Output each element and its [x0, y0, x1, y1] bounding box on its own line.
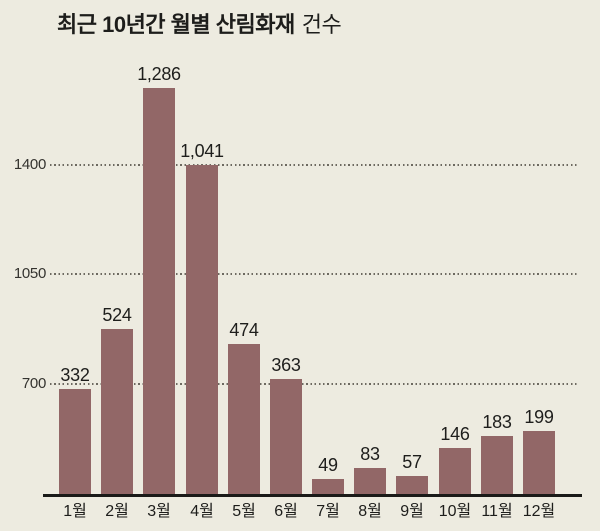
bar-value-label: 146 — [440, 424, 470, 444]
bar-value-label: 57 — [402, 452, 422, 472]
y-gridline — [50, 273, 578, 275]
bar — [354, 468, 386, 494]
x-axis-tick-label: 4월 — [190, 503, 214, 520]
bar-value-label: 183 — [482, 412, 512, 432]
bar — [523, 431, 555, 494]
x-axis-tick-label: 10월 — [438, 503, 472, 520]
bar-value-label: 1,286 — [137, 64, 181, 84]
bar-value-label: 199 — [524, 407, 554, 427]
bar — [59, 389, 91, 494]
bar-value-label: 1,041 — [180, 141, 224, 161]
y-axis-tick-label: 1400 — [13, 156, 46, 173]
bar-value-label: 332 — [60, 365, 90, 385]
bar — [186, 165, 218, 494]
x-axis-tick-label: 3월 — [147, 503, 171, 520]
x-axis-tick-label: 7월 — [316, 503, 340, 520]
x-axis-line — [43, 494, 582, 497]
chart-title-suffix: 건수 — [301, 12, 342, 37]
bar-value-label: 474 — [229, 320, 259, 340]
x-axis-tick-label: 8월 — [358, 503, 382, 520]
y-gridline — [50, 383, 578, 385]
y-gridline — [50, 164, 578, 166]
bar-value-label: 524 — [102, 305, 132, 325]
x-axis-tick-label: 6월 — [274, 503, 298, 520]
bar — [228, 344, 260, 494]
bar-value-label: 363 — [271, 355, 301, 375]
x-axis-tick-label: 1월 — [63, 503, 87, 520]
chart-title: 최근 10년간 월별 산림화재 건수 — [57, 12, 342, 38]
bar — [143, 88, 175, 494]
bar — [439, 448, 471, 494]
bar — [101, 329, 133, 494]
x-axis-tick-label: 2월 — [105, 503, 129, 520]
chart-title-main: 최근 10년간 월별 산림화재 — [57, 12, 295, 37]
bar-value-label: 83 — [360, 444, 380, 464]
bar — [312, 479, 344, 494]
bar-value-label: 49 — [318, 455, 338, 475]
y-axis-tick-label: 1050 — [13, 265, 46, 282]
bar — [481, 436, 513, 494]
y-axis-tick-label: 700 — [21, 375, 46, 392]
x-axis-tick-label: 5월 — [232, 503, 256, 520]
bar — [270, 379, 302, 494]
x-axis-tick-label: 11월 — [481, 503, 513, 520]
x-axis-tick-label: 12월 — [522, 503, 556, 520]
x-axis-tick-label: 9월 — [400, 503, 424, 520]
bar — [396, 476, 428, 494]
